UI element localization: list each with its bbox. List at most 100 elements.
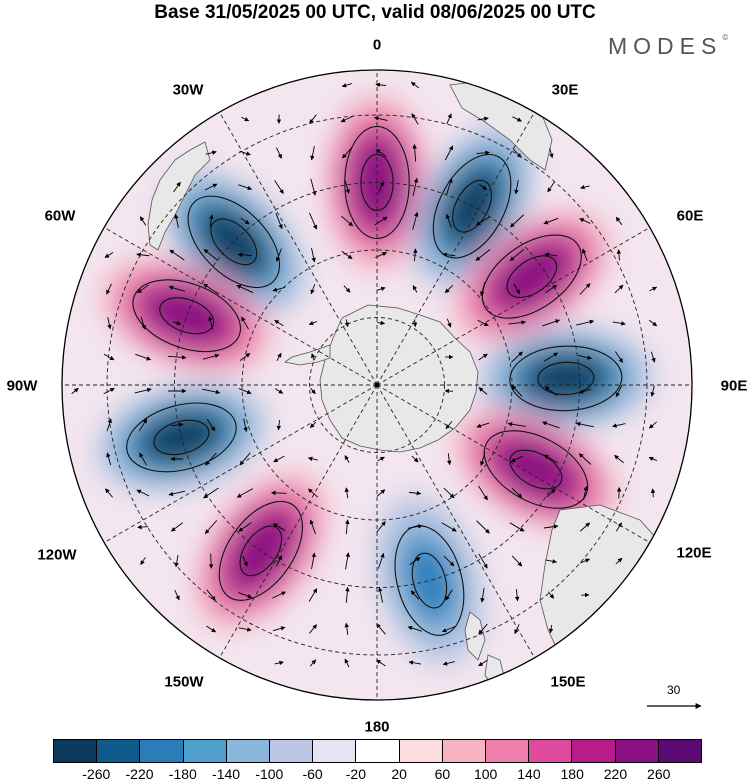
colorbar-swatch-2	[140, 740, 184, 762]
wind-vector	[575, 421, 594, 428]
wind-vector	[442, 252, 456, 257]
wind-vector	[208, 553, 214, 569]
wind-vector	[344, 455, 350, 463]
wind-vector	[578, 388, 592, 394]
wind-vector	[444, 284, 454, 294]
antarctica-landmass	[319, 304, 479, 453]
wind-vector	[276, 352, 282, 362]
wind-vector	[376, 623, 386, 635]
wind-vector	[310, 387, 316, 395]
wind-vector	[309, 212, 318, 230]
wind-vector	[378, 586, 384, 603]
wind-vector	[137, 524, 149, 530]
wind-vector	[345, 552, 350, 570]
wind-vector	[411, 113, 419, 125]
wind-vector	[547, 181, 555, 193]
positive-center-290-contour-0	[159, 297, 215, 335]
meridian-line	[376, 111, 535, 386]
wind-vector	[307, 456, 318, 462]
negative-center-165-contour-0	[411, 552, 448, 609]
wind-vector	[169, 249, 185, 261]
colorbar-swatch-8	[399, 740, 443, 762]
wind-vector	[204, 520, 218, 534]
wind-vector	[238, 592, 253, 599]
map-title: Base 31/05/2025 00 UTC, valid 08/06/2025…	[154, 2, 596, 23]
wind-vector	[614, 351, 624, 363]
wind-vector	[545, 284, 558, 294]
colorbar-swatch-3	[183, 740, 227, 762]
wind-vector	[243, 418, 248, 433]
meridian-line	[219, 111, 378, 386]
lon-label-120w: 120W	[37, 546, 77, 564]
latitude-circle	[309, 317, 445, 453]
meridian-line	[376, 384, 651, 543]
wind-vector	[174, 589, 180, 601]
negative-center-255-contour-0	[153, 419, 210, 456]
wind-vector	[543, 454, 559, 464]
wind-vector	[443, 555, 455, 567]
lon-label-150w: 150W	[164, 673, 204, 691]
colorbar	[53, 739, 702, 763]
colorbar-tick-label: 60	[434, 766, 451, 782]
wind-vector	[345, 586, 350, 603]
wind-vector	[511, 488, 523, 498]
wind-vector	[174, 554, 179, 568]
wind-vector	[309, 624, 317, 634]
wind-vector	[309, 519, 316, 535]
wind-vector	[615, 216, 623, 226]
wind-vector	[441, 522, 457, 532]
colorbar-tick-label: -180	[168, 766, 197, 782]
south-pole-marker	[374, 382, 380, 388]
wind-vector	[71, 387, 79, 395]
wind-vector	[106, 418, 112, 432]
wind-vector	[205, 150, 217, 155]
wind-vector	[376, 286, 386, 292]
colorbar-tick-label: 260	[647, 766, 671, 782]
wind-vector	[615, 557, 623, 565]
wind-vector	[478, 485, 488, 501]
wind-vector	[106, 283, 112, 295]
wind-vector	[411, 455, 419, 463]
colorbar-tick-label: -100	[255, 766, 284, 782]
wind-vector	[544, 386, 558, 396]
wind-vector	[242, 555, 248, 567]
wind-vector	[136, 252, 150, 257]
colorbar-swatch-12	[572, 740, 616, 762]
colorbar-swatch-1	[97, 740, 141, 762]
wind-vector	[168, 490, 186, 497]
wind-vector	[310, 283, 316, 295]
wind-vector	[104, 252, 114, 258]
wind-vector	[583, 485, 588, 500]
lon-label-60w: 60W	[44, 207, 76, 225]
wind-vector	[408, 660, 422, 665]
wind-vector	[275, 248, 282, 262]
wind-vector	[478, 553, 488, 569]
wind-vector	[514, 179, 519, 195]
colorbar-swatch-4	[226, 740, 271, 762]
colorbar-tick-label: 220	[603, 766, 628, 782]
wind-vector	[480, 282, 486, 297]
wind-vector	[344, 319, 350, 328]
wind-vector	[545, 559, 558, 564]
colorbar-tick-label: -20	[345, 766, 366, 782]
wind-vector	[377, 552, 385, 569]
wind-vector	[542, 319, 560, 327]
logo-mark: ©	[722, 33, 729, 42]
wind-vector	[576, 319, 595, 326]
colorbar-tick-label: -220	[125, 766, 154, 782]
positive-center-290-level-4	[147, 289, 226, 342]
wind-vector	[276, 147, 282, 159]
wind-vector	[409, 557, 421, 565]
wind-vector	[412, 177, 419, 196]
wind-vector	[236, 284, 254, 294]
wind-vector	[478, 387, 488, 395]
wind-vector	[412, 285, 418, 293]
wind-vector	[478, 353, 488, 361]
lon-label-60e: 60E	[676, 207, 704, 225]
wind-vector	[238, 627, 252, 632]
wind-vector	[507, 421, 526, 427]
wind-vector	[410, 590, 420, 600]
wind-vector	[308, 320, 317, 326]
wind-vector	[615, 522, 623, 532]
